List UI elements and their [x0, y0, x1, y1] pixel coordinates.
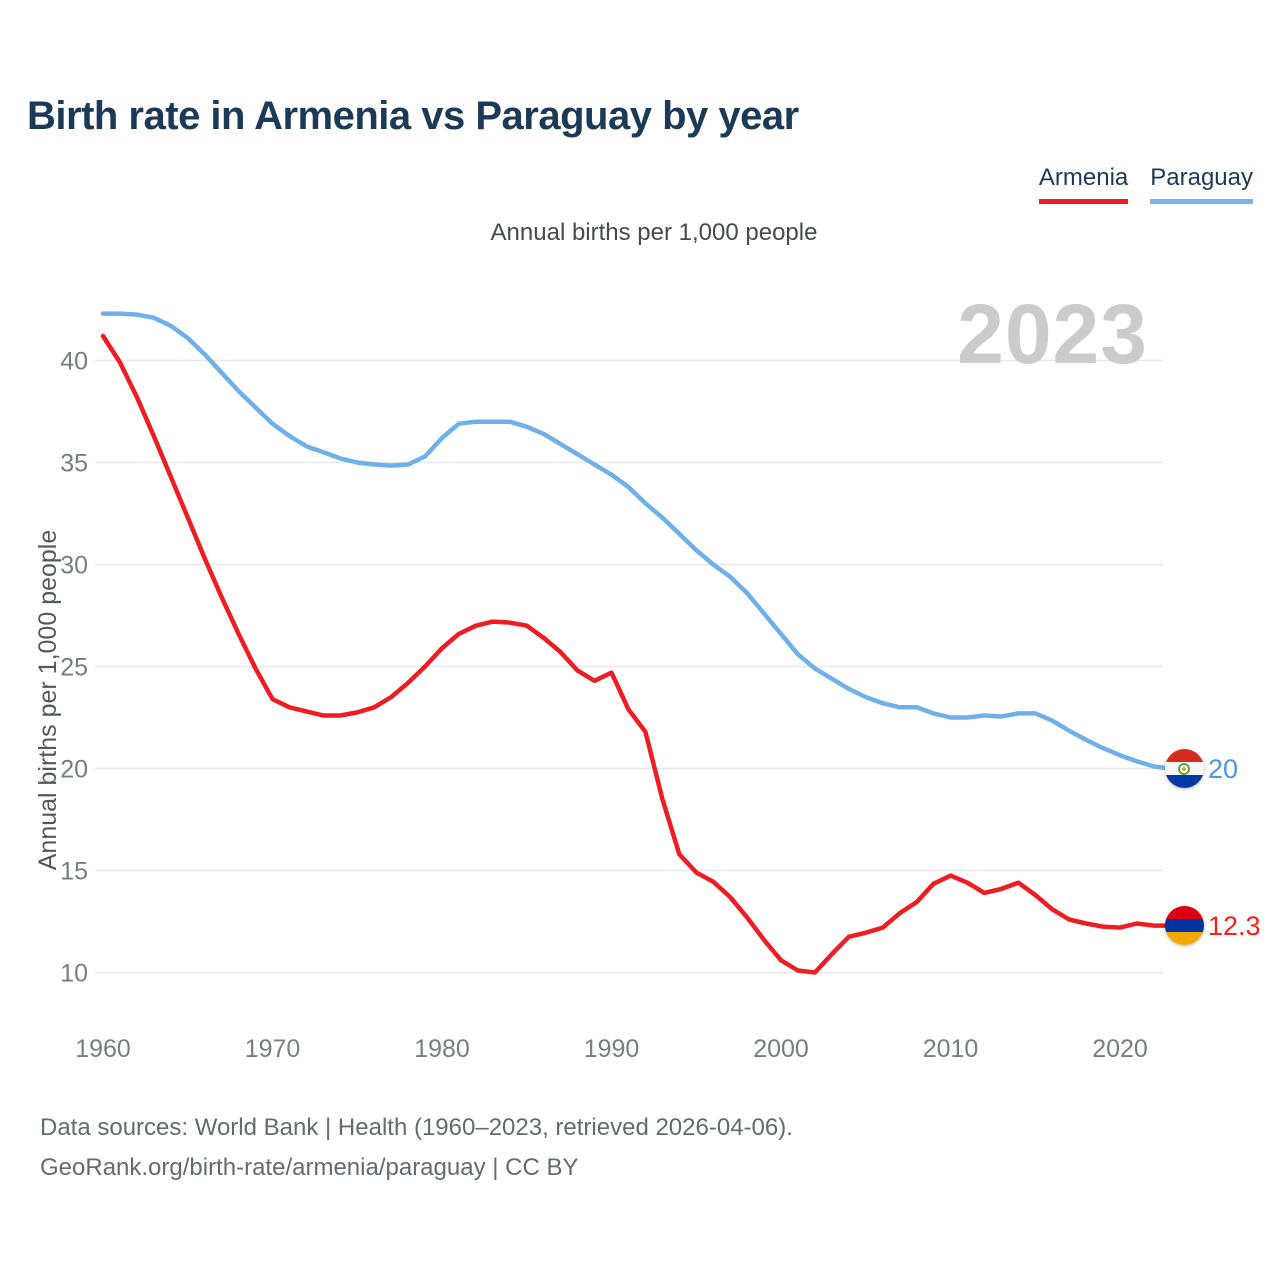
paraguay-line [100, 311, 1174, 771]
gridlines [95, 359, 1163, 974]
y-tick-25: 25 [60, 654, 88, 682]
y-tick-labels: 10 15 20 25 30 35 40 [60, 348, 88, 988]
x-tick-1970: 1970 [245, 1035, 301, 1063]
y-axis-title: Annual births per 1,000 people [34, 530, 62, 871]
y-tick-10: 10 [60, 960, 88, 988]
attribution-text: GeoRank.org/birth-rate/armenia/paraguay … [40, 1154, 579, 1181]
y-tick-35: 35 [60, 450, 88, 478]
x-tick-1980: 1980 [414, 1035, 470, 1063]
y-tick-15: 15 [60, 858, 88, 886]
y-tick-20: 20 [60, 756, 88, 784]
chart-footer: Data sources: World Bank | Health (1960–… [40, 1108, 793, 1188]
paraguay-end-value: 20 [1208, 753, 1239, 784]
x-tick-labels: 1960 1970 1980 1990 2000 2010 2020 [75, 1035, 1148, 1063]
data-sources-text: Data sources: World Bank | Health (1960–… [40, 1114, 793, 1141]
paraguay-flag-icon [1164, 749, 1204, 788]
x-tick-1990: 1990 [584, 1035, 640, 1063]
legend-item-paraguay[interactable]: Paraguay [1150, 164, 1253, 204]
x-tick-2010: 2010 [923, 1035, 979, 1063]
legend-label-paraguay: Paraguay [1150, 164, 1253, 191]
y-tick-40: 40 [60, 348, 88, 376]
watermark-year: 2023 [957, 287, 1148, 381]
legend-item-armenia[interactable]: Armenia [1038, 164, 1129, 204]
x-tick-2000: 2000 [753, 1035, 809, 1063]
armenia-flag-icon [1164, 906, 1204, 946]
x-tick-2020: 2020 [1092, 1035, 1148, 1063]
armenia-end-value: 12.3 [1208, 910, 1261, 941]
x-tick-1960: 1960 [75, 1035, 131, 1063]
page-title: Birth rate in Armenia vs Paraguay by yea… [27, 94, 799, 138]
y-tick-30: 30 [60, 552, 88, 580]
armenia-line [100, 333, 1174, 975]
legend: Armenia Paraguay [1038, 164, 1253, 204]
chart-subtitle: Annual births per 1,000 people [490, 219, 818, 246]
legend-label-armenia: Armenia [1038, 164, 1129, 191]
